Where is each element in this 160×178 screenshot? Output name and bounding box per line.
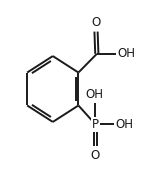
Text: P: P xyxy=(92,118,99,131)
Text: O: O xyxy=(91,148,100,162)
Text: OH: OH xyxy=(116,118,134,131)
Text: OH: OH xyxy=(85,88,103,101)
Text: O: O xyxy=(91,16,101,30)
Text: OH: OH xyxy=(117,47,135,60)
